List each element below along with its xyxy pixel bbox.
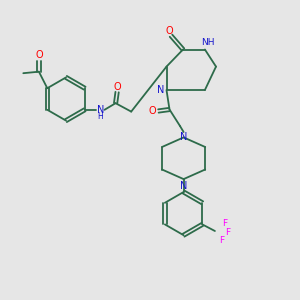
Text: NH: NH <box>201 38 215 47</box>
Text: O: O <box>165 26 173 36</box>
Text: F: F <box>222 219 227 228</box>
Text: N: N <box>180 181 187 191</box>
Text: O: O <box>35 50 43 60</box>
Text: H: H <box>98 112 103 121</box>
Text: N: N <box>97 105 104 115</box>
Text: F: F <box>225 228 230 237</box>
Text: N: N <box>158 85 165 95</box>
Text: O: O <box>148 106 156 116</box>
Text: N: N <box>180 132 187 142</box>
Text: O: O <box>113 82 121 92</box>
Text: F: F <box>219 236 224 245</box>
